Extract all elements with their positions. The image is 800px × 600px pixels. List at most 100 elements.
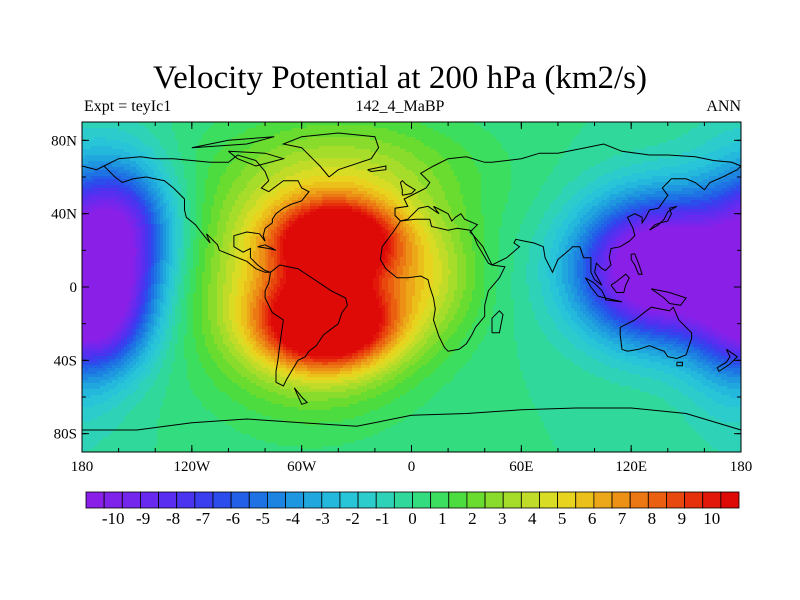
field-cell <box>103 173 107 177</box>
field-cell <box>724 149 728 153</box>
field-cell <box>373 125 377 129</box>
field-cell <box>682 161 686 165</box>
field-cell <box>229 146 233 150</box>
field-cell <box>490 128 494 132</box>
field-cell <box>262 149 266 153</box>
field-cell <box>271 143 275 147</box>
field-cell <box>304 131 308 135</box>
field-cell <box>463 134 467 138</box>
field-cell <box>562 134 566 138</box>
field-cell <box>115 152 119 156</box>
field-cell <box>583 158 587 162</box>
field-cell <box>382 140 386 144</box>
field-cell <box>349 161 353 165</box>
field-cell <box>181 155 185 159</box>
field-cell <box>358 137 362 141</box>
field-cell <box>538 146 542 150</box>
field-cell <box>292 161 296 165</box>
field-cell <box>271 161 275 165</box>
field-cell <box>235 170 239 174</box>
field-cell <box>403 179 407 183</box>
field-cell <box>334 185 338 189</box>
field-cell <box>271 131 275 135</box>
field-cell <box>325 188 329 192</box>
field-cell <box>481 146 485 150</box>
field-cell <box>253 149 257 153</box>
field-cell <box>301 170 305 174</box>
field-cell <box>646 170 650 174</box>
field-cell <box>175 146 179 150</box>
field-cell <box>343 158 347 162</box>
field-cell <box>460 152 464 156</box>
field-cell <box>679 131 683 135</box>
field-cell <box>334 140 338 144</box>
field-cell <box>202 137 206 141</box>
field-cell <box>355 125 359 129</box>
field-cell <box>439 125 443 129</box>
field-cell <box>277 137 281 141</box>
field-cell <box>391 137 395 141</box>
field-cell <box>214 143 218 147</box>
field-cell <box>283 173 287 177</box>
field-cell <box>466 140 470 144</box>
field-cell <box>352 185 356 189</box>
field-cell <box>385 131 389 135</box>
field-cell <box>265 146 269 150</box>
field-cell <box>202 158 206 162</box>
field-cell <box>322 173 326 177</box>
field-cell <box>685 152 689 156</box>
field-cell <box>166 167 170 171</box>
field-cell <box>373 173 377 177</box>
field-cell <box>178 140 182 144</box>
field-cell <box>382 176 386 180</box>
field-cell <box>187 128 191 132</box>
field-cell <box>403 134 407 138</box>
field-cell <box>628 182 632 186</box>
field-cell <box>151 179 155 183</box>
field-cell <box>358 155 362 159</box>
field-cell <box>505 140 509 144</box>
field-cell <box>631 170 635 174</box>
field-cell <box>481 176 485 180</box>
field-cell <box>358 173 362 177</box>
field-cell <box>391 122 395 126</box>
field-cell <box>394 131 398 135</box>
field-cell <box>682 179 686 183</box>
field-cell <box>616 164 620 168</box>
field-cell <box>244 182 248 186</box>
field-cell <box>700 140 704 144</box>
field-cell <box>157 161 161 165</box>
field-cell <box>595 152 599 156</box>
field-cell <box>505 158 509 162</box>
field-cell <box>520 155 524 159</box>
field-cell <box>259 134 263 138</box>
field-cell <box>502 122 506 126</box>
field-cell <box>613 179 617 183</box>
field-cell <box>640 149 644 153</box>
field-cell <box>121 173 125 177</box>
field-cell <box>523 185 527 189</box>
field-cell <box>610 185 614 189</box>
field-cell <box>232 131 236 135</box>
field-cell <box>244 122 248 126</box>
field-cell <box>289 185 293 189</box>
field-cell <box>649 185 653 189</box>
field-cell <box>121 158 125 162</box>
field-cell <box>565 134 569 138</box>
field-cell <box>436 179 440 183</box>
field-cell <box>709 125 713 129</box>
field-cell <box>562 146 566 150</box>
field-cell <box>175 143 179 147</box>
field-cell <box>361 125 365 129</box>
field-cell <box>244 179 248 183</box>
field-cell <box>595 122 599 126</box>
field-cell <box>682 167 686 171</box>
field-cell <box>364 146 368 150</box>
field-cell <box>670 128 674 132</box>
field-cell <box>709 185 713 189</box>
field-cell <box>151 158 155 162</box>
field-cell <box>685 164 689 168</box>
field-cell <box>178 164 182 168</box>
field-cell <box>109 164 113 168</box>
field-cell <box>346 173 350 177</box>
